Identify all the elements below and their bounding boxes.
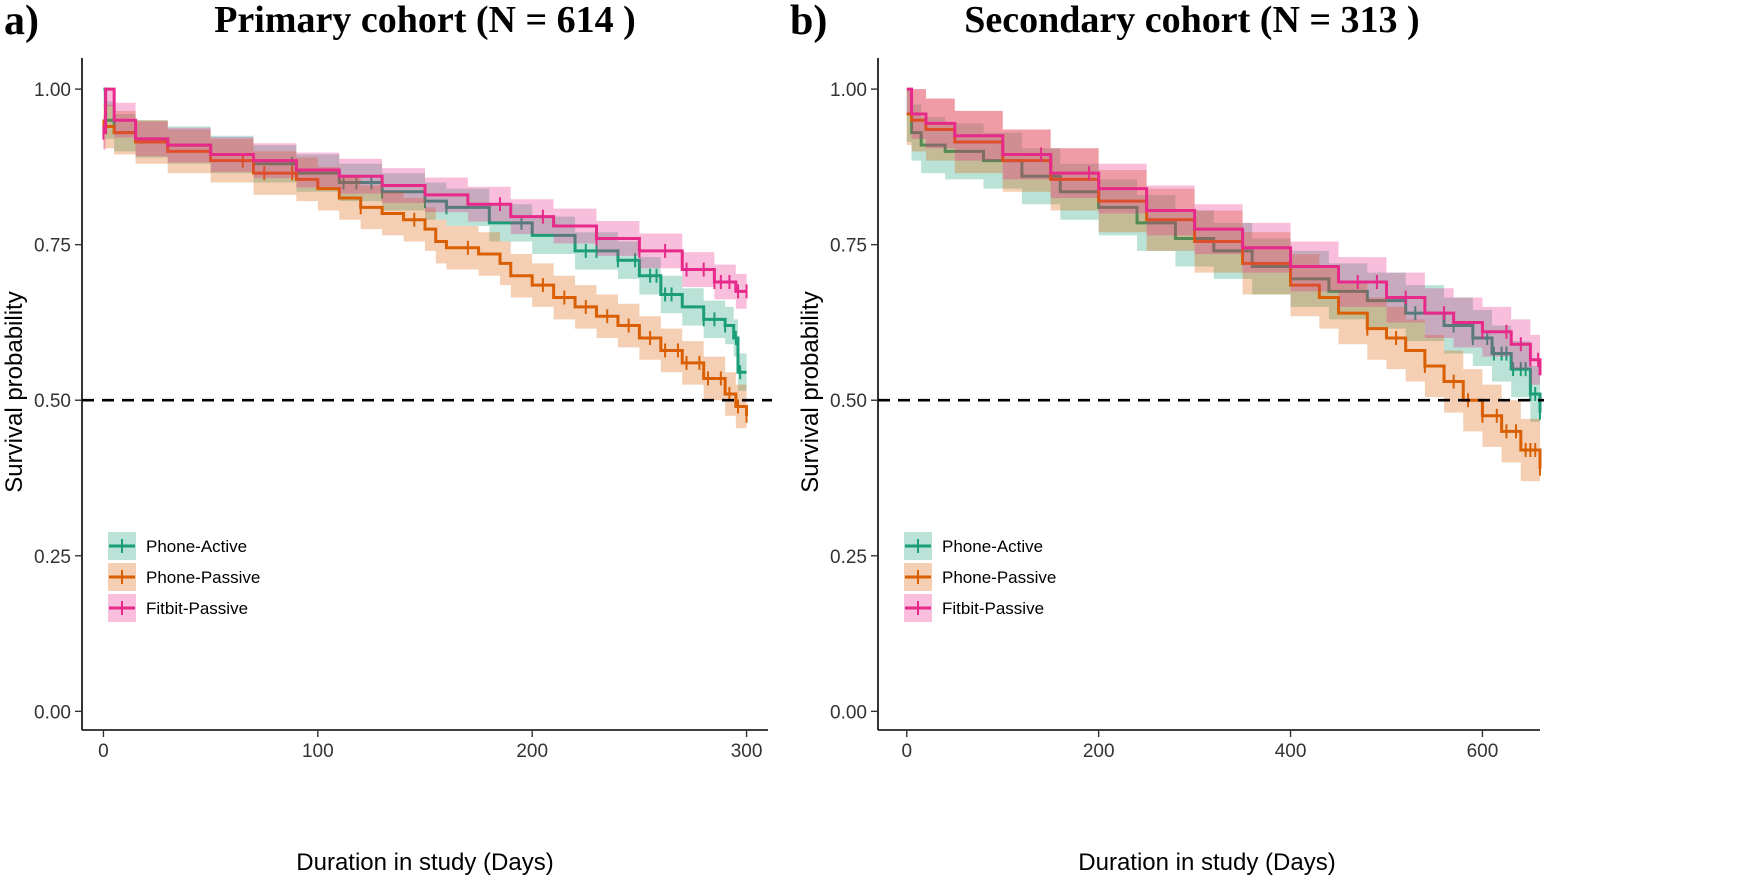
panel-b-xlabel: Duration in study (Days)	[1078, 849, 1335, 876]
panel-a-xlabel: Duration in study (Days)	[296, 849, 553, 876]
y-tick-label: 0.50	[34, 391, 71, 412]
panel-b-letter: b)	[790, 0, 827, 44]
x-tick-label: 200	[1083, 741, 1115, 762]
legend-label: Fitbit-Passive	[942, 599, 1044, 618]
x-tick-label: 300	[731, 741, 763, 762]
x-tick-label: 0	[98, 741, 109, 762]
legend: Phone-Active Phone-Passive Fitbit-Passive	[108, 532, 260, 622]
panel-a-letter: a)	[4, 0, 39, 44]
y-tick-label: 1.00	[34, 80, 71, 101]
y-tick-label: 0.75	[34, 236, 71, 257]
survival-line-phone-active	[906, 112, 1542, 413]
legend-label: Phone-Passive	[942, 568, 1056, 587]
panel-a-title: Primary cohort (N = 614 )	[214, 0, 636, 41]
confidence-band-phone-passive	[906, 89, 1540, 500]
x-tick-label: 200	[516, 741, 548, 762]
y-tick-label: 0.00	[34, 702, 71, 723]
legend-label: Phone-Passive	[146, 568, 260, 587]
x-tick-label: 600	[1467, 741, 1499, 762]
plot-area-a: 0.00 0.25 0.50 0.75 1.00 0 100 200 300 Phone-Acti…	[34, 58, 772, 762]
x-tick-label: 0	[901, 741, 912, 762]
legend-label: Phone-Active	[146, 537, 247, 556]
panel-b: b) Secondary cohort (N = 313 ) 0.000.250…	[790, 0, 1544, 876]
survival-line-fitbit-passive	[103, 87, 747, 293]
legend: Phone-Active Phone-Passive Fitbit-Passive	[904, 532, 1056, 622]
panel-a-ylabel: Survival probability	[1, 291, 28, 492]
plot-area-b: 0.00 0.25 0.50 0.75 1.00 0 200 400 600 Phone-Acti…	[830, 58, 1544, 762]
confidence-band-fitbit-passive	[906, 89, 1540, 401]
x-tick-label: 400	[1275, 741, 1307, 762]
panel-b-title: Secondary cohort (N = 313 )	[964, 0, 1419, 41]
panel-a: a) Primary cohort (N = 614 ) 0.00 0.25 0.5…	[1, 0, 772, 876]
y-tick-label: 0.25	[830, 547, 867, 568]
y-tick-label: 0.75	[830, 236, 867, 257]
x-tick-label: 100	[302, 741, 334, 762]
panel-b-ylabel: Survival probability	[797, 291, 824, 492]
y-tick-label: 0.50	[830, 391, 867, 412]
confidence-band-fitbit-passive	[103, 89, 747, 309]
confidence-band-phone-active	[906, 89, 1540, 441]
legend-label: Fitbit-Passive	[146, 599, 248, 618]
legend-label: Phone-Active	[942, 537, 1043, 556]
y-tick-label: 1.00	[830, 80, 867, 101]
y-tick-label: 0.25	[34, 547, 71, 568]
y-tick-label: 0.00	[830, 702, 867, 723]
confidence-band-phone-passive	[103, 104, 747, 438]
